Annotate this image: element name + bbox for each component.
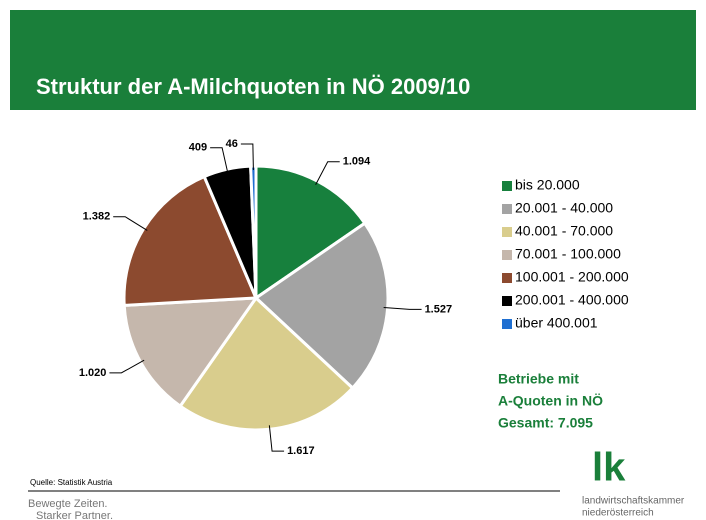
- annotation: A-Quoten in NÖ: [498, 393, 603, 409]
- leader-line: [383, 306, 422, 310]
- leader-line: [315, 161, 340, 185]
- header-band: [10, 10, 696, 110]
- source: Quelle: Statistik Austria: [30, 478, 113, 487]
- legend-swatch: [502, 273, 512, 283]
- annotation: Gesamt: 7.095: [498, 415, 593, 431]
- data-label: 409: [189, 142, 207, 154]
- leader-line: [210, 147, 229, 174]
- chart-title: Struktur der A-Milchquoten in NÖ 2009/10: [36, 74, 470, 99]
- legend-swatch: [502, 204, 512, 214]
- data-label: 1.382: [83, 211, 111, 223]
- legend-label: über 400.001: [515, 315, 598, 331]
- legend-label: 70.001 - 100.000: [515, 246, 621, 262]
- legend-swatch: [502, 227, 512, 237]
- leader-line: [109, 359, 145, 374]
- annotation: Betriebe mit: [498, 371, 579, 387]
- organization: landwirtschaftskammer: [582, 496, 685, 507]
- logo: lk: [592, 446, 626, 490]
- legend-label: 200.001 - 400.000: [515, 292, 629, 308]
- legend-swatch: [502, 319, 512, 329]
- leader-line: [268, 425, 285, 452]
- data-label: 1.617: [287, 445, 315, 457]
- slogan: Starker Partner.: [36, 510, 113, 520]
- legend-swatch: [502, 250, 512, 260]
- data-label: 46: [226, 138, 238, 150]
- leader-line: [113, 216, 148, 231]
- legend-swatch: [502, 181, 512, 191]
- leader-line: [240, 143, 254, 171]
- organization: niederösterreich: [582, 508, 654, 519]
- legend-label: bis 20.000: [515, 177, 580, 193]
- legend: bis 20.000 20.001 - 40.000 40.001 - 70.000…: [502, 177, 629, 331]
- legend-label: 20.001 - 40.000: [515, 200, 613, 216]
- pie: 1.094 1.527 1.617 1.020 1.382 409 46: [79, 138, 452, 457]
- legend-swatch: [502, 296, 512, 306]
- data-label: 1.527: [425, 303, 453, 315]
- legend-label: 100.001 - 200.000: [515, 269, 629, 285]
- data-label: 1.094: [343, 156, 371, 168]
- legend-label: 40.001 - 70.000: [515, 223, 613, 239]
- data-label: 1.020: [79, 367, 107, 379]
- slogan: Bewegte Zeiten.: [28, 498, 108, 510]
